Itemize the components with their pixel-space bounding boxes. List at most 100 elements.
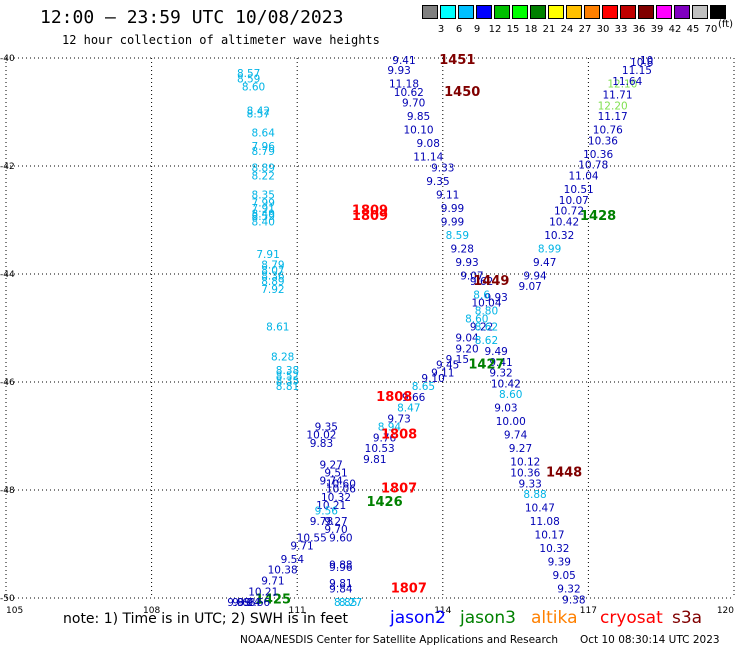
wave-height-value: 8.60	[242, 81, 265, 93]
wave-height-value: 10.17	[535, 530, 565, 542]
wave-height-value: 8.42	[247, 106, 270, 118]
y-tick-label: -42	[0, 162, 15, 172]
wave-height-value: 9.07	[460, 270, 483, 282]
wave-height-value: 9.07	[518, 281, 541, 293]
legend-jason2: jason2	[390, 608, 446, 628]
wave-height-value: 8.62	[475, 335, 498, 347]
axis-tick-labels: 105 108 111 114 117 120 -40 -42 -44 -46 -48 -50	[0, 54, 734, 616]
footer-note: note: 1) Time is in UTC; 2) SWH is in fe…	[63, 611, 349, 627]
wave-height-value: 8.80	[475, 306, 498, 318]
wave-height-value: 9.32	[489, 368, 512, 380]
scale-swatch	[494, 5, 510, 19]
wave-height-value: 7.96	[252, 141, 276, 153]
wave-height-value: 7.91	[256, 249, 279, 261]
pass-time-label: 1807	[391, 582, 427, 597]
wave-height-value: 9.15	[446, 354, 469, 366]
scale-label: 36	[632, 24, 646, 35]
wave-height-value: 8.40	[252, 216, 275, 228]
wave-height-value: 9.70	[402, 98, 425, 110]
wave-height-value: 8.64	[252, 127, 276, 139]
wave-height-value: 9.33	[518, 478, 541, 490]
wave-height-value: 8.36	[261, 270, 285, 282]
legend-jason3: jason3	[460, 608, 516, 628]
scale-label: 42	[668, 24, 682, 35]
wave-height-value: 10.36	[588, 135, 618, 147]
wave-height-value: 7.99	[252, 198, 275, 210]
wave-height-value: 9.38	[562, 594, 585, 606]
wave-height-value: 8.52	[276, 370, 299, 382]
credit-line: NOAA/NESDIS Center for Satellite Applica…	[240, 634, 558, 646]
wave-height-value: 10.55	[297, 532, 327, 544]
wave-height-value: 8.59	[252, 211, 275, 223]
wave-height-value: 9.39	[548, 557, 571, 569]
wave-height-value: 9.32	[557, 584, 580, 596]
scale-label: 70	[704, 24, 718, 35]
wave-height-value: 11.71	[602, 90, 632, 102]
wave-height-value: 8.47	[397, 403, 420, 415]
wave-height-value: 9.20	[455, 343, 478, 355]
y-tick-label: -44	[0, 270, 15, 280]
x-tick-label: 117	[580, 606, 597, 616]
scale-label: 30	[596, 24, 610, 35]
wave-height-value: 9.81	[329, 578, 352, 590]
wave-height-value: 9.35	[315, 422, 338, 434]
wave-height-value: 8.60	[465, 314, 488, 326]
wave-height-value: 9.51	[324, 468, 347, 480]
scale-swatch	[674, 5, 690, 19]
wave-height-value: 9.45	[436, 360, 459, 372]
scale-swatch	[440, 5, 456, 19]
wave-height-value: 10.07	[559, 195, 589, 207]
chart-title: 12:00 — 23:59 UTC 10/08/2023	[40, 7, 344, 28]
scale-unit-label: (ft)	[718, 19, 734, 30]
wave-height-value: 9.03	[494, 403, 517, 415]
wave-height-value: 10.32	[321, 492, 351, 504]
wave-height-value: 11.14	[413, 152, 443, 164]
scale-label: 33	[614, 24, 628, 35]
wave-height-value: 8.89	[261, 276, 284, 288]
wave-height-value: 9.05	[552, 570, 575, 582]
wave-height-value: 9.47	[533, 257, 556, 269]
scale-swatch	[620, 5, 636, 19]
wave-height-value: 10.06	[326, 484, 356, 496]
wave-height-value: 10.12	[510, 457, 540, 469]
y-tick-label: -50	[0, 594, 15, 604]
grid-lines	[5, 57, 735, 599]
scale-swatch	[638, 5, 654, 19]
x-tick-label: 111	[289, 606, 306, 616]
wave-height-value: 9.78	[310, 516, 333, 528]
wave-height-value: 8.81	[276, 381, 299, 393]
wave-height-value: 9.27	[324, 516, 347, 528]
wave-height-value: 8.62	[475, 322, 498, 334]
wave-height-value: 8.99	[538, 243, 561, 255]
wave-height-value: 8.61	[266, 322, 289, 334]
wave-height-value: 10	[640, 55, 653, 67]
wave-height-value: 9.99	[441, 203, 464, 215]
wave-height-value: 11.17	[598, 111, 628, 123]
wave-height-value: 9.93	[455, 257, 478, 269]
pass-time-label: 1809	[352, 209, 388, 224]
legend-s3a: s3a	[672, 608, 703, 628]
y-tick-label: -46	[0, 378, 15, 388]
wave-height-value: 12.10	[607, 79, 637, 91]
scale-label: 27	[578, 24, 592, 35]
wave-height-value: 10.21	[248, 586, 278, 598]
pass-time-label: 1448	[546, 466, 582, 481]
scale-label: 39	[650, 24, 664, 35]
wave-height-value: 10.62	[394, 87, 424, 99]
scale-swatch	[656, 5, 672, 19]
wave-height-value: 8.35	[276, 376, 299, 388]
scale-swatch	[584, 5, 600, 19]
wave-height-value: 10.72	[554, 206, 584, 218]
scale-label: 18	[524, 24, 538, 35]
pass-time-label: 1427	[468, 358, 504, 373]
wave-height-value: 9.81	[363, 454, 386, 466]
legend-cryosat: cryosat	[600, 608, 663, 628]
wave-height-value: 11.04	[569, 171, 599, 183]
wave-height-value: 9.24	[237, 597, 261, 609]
wave-height-value: 9.27	[509, 443, 532, 455]
legend-altika: altika	[531, 608, 578, 628]
wave-height-value: 10.42	[549, 216, 579, 228]
scale-label: 24	[560, 24, 574, 35]
